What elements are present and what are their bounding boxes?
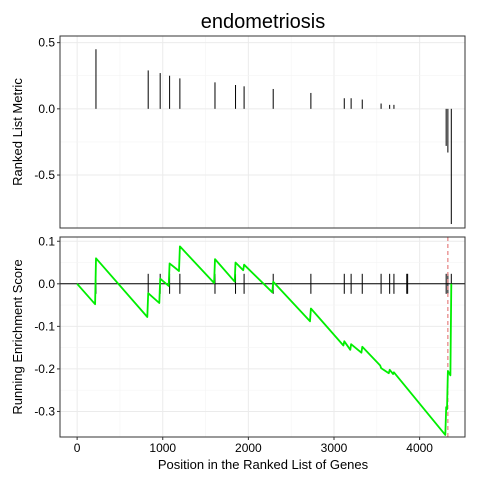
ranked-metric-y-tick-label: 0.0 — [38, 102, 55, 116]
enrichment-y-tick-label: 0.0 — [38, 277, 55, 291]
ranked-metric-panel-border — [59, 35, 466, 229]
enrichment-score-x-axis: 0 1000 2000 3000 4000 — [74, 437, 433, 455]
enrichment-score-y-axis: 0.1 0.0 -0.1 -0.2 -0.3 — [34, 234, 60, 418]
enrichment-score-grid — [60, 237, 465, 437]
enrichment-y-tick-label: -0.2 — [34, 362, 55, 376]
ranked-metric-y-axis-title: Ranked List Metric — [10, 78, 25, 186]
ranked-metric-bars — [95, 49, 452, 225]
x-axis-tick-label: 0 — [74, 441, 81, 455]
ranked-metric-y-tick-label: -0.5 — [34, 168, 55, 182]
enrichment-y-tick-label: -0.3 — [34, 404, 55, 418]
enrichment-y-tick-label: 0.1 — [38, 234, 55, 248]
x-axis-tick-label: 3000 — [321, 441, 348, 455]
chart-title: endometriosis — [201, 11, 326, 33]
x-axis-title: Position in the Ranked List of Genes — [158, 457, 369, 472]
x-axis-tick-label: 4000 — [406, 441, 433, 455]
enrichment-y-tick-label: -0.1 — [34, 319, 55, 333]
x-axis-tick-label: 2000 — [235, 441, 262, 455]
running-score-line — [76, 245, 453, 436]
running-score-series — [76, 245, 453, 436]
x-axis-tick-label: 1000 — [149, 441, 176, 455]
ranked-metric-y-tick-label: 0.5 — [38, 36, 55, 50]
enrichment-score-y-axis-title: Running Enrichment Score — [10, 259, 25, 414]
ranked-metric-panel: 0.5 0.0 -0.5 — [34, 35, 466, 229]
enrichment-score-panel-border — [59, 236, 466, 438]
ranked-metric-grid — [60, 36, 465, 228]
ranked-metric-y-axis: 0.5 0.0 -0.5 — [34, 36, 60, 182]
enrichment-score-panel: 0.1 0.0 -0.1 -0.2 -0.3 0 1000 2000 3000 4000 — [34, 234, 466, 455]
